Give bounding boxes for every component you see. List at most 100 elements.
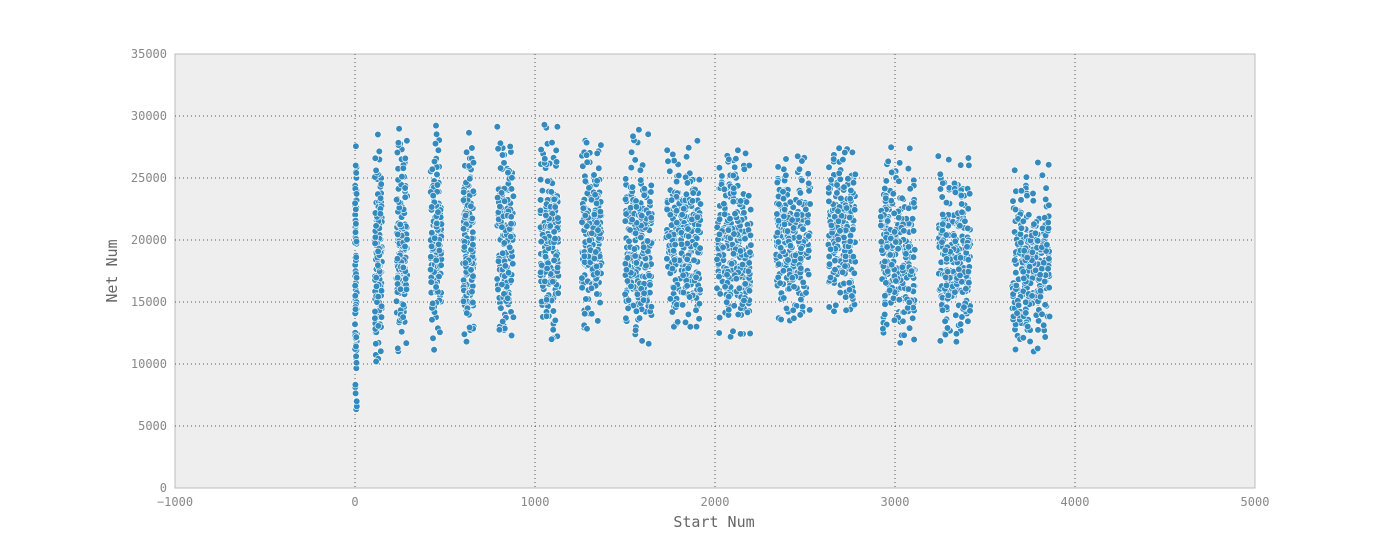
scatter-point <box>846 213 854 222</box>
scatter-point <box>1041 333 1049 341</box>
scatter-point <box>715 164 724 172</box>
scatter-point <box>399 263 407 272</box>
scatter-point <box>834 207 842 215</box>
scatter-point <box>462 211 470 220</box>
scatter-point <box>884 217 892 225</box>
scatter-point <box>690 256 698 264</box>
scatter-point <box>729 250 738 258</box>
y-tick-label: 25000 <box>131 171 167 185</box>
scatter-point <box>590 210 599 219</box>
scatter-point <box>831 257 839 265</box>
scatter-point <box>549 307 558 315</box>
scatter-point <box>747 206 755 214</box>
scatter-point <box>840 183 848 191</box>
x-tick-label: −1000 <box>157 495 193 509</box>
scatter-point <box>633 290 642 298</box>
y-tick-label: 0 <box>160 481 167 495</box>
scatter-point <box>667 196 676 204</box>
x-tick-label: 5000 <box>1241 495 1270 509</box>
scatter-point <box>678 301 687 309</box>
scatter-point <box>965 161 973 169</box>
scatter-point <box>672 193 681 201</box>
scatter-point <box>782 304 791 313</box>
scatter-point <box>966 190 974 198</box>
scatter-point <box>788 274 796 282</box>
scatter-point <box>498 151 507 159</box>
scatter-point <box>896 159 904 167</box>
scatter-point <box>469 187 477 195</box>
scatter-point <box>431 140 440 148</box>
scatter-point <box>494 257 503 265</box>
scatter-point <box>1034 158 1042 167</box>
scatter-point <box>1044 265 1052 273</box>
scatter-point <box>1022 309 1030 317</box>
scatter-point <box>695 176 703 184</box>
scatter-point <box>1017 239 1025 247</box>
scatter-point <box>684 232 693 240</box>
scatter-point <box>804 218 812 227</box>
scatter-point <box>499 249 507 257</box>
scatter-point <box>581 211 589 220</box>
scatter-point <box>460 243 469 251</box>
x-tick-label: 1000 <box>521 495 550 509</box>
scatter-point <box>428 242 436 250</box>
scatter-point <box>1040 259 1048 267</box>
scatter-point <box>745 287 754 295</box>
scatter-point <box>804 170 812 178</box>
scatter-point <box>351 381 360 389</box>
scatter-point <box>351 305 360 313</box>
scatter-point <box>963 243 971 251</box>
scatter-point <box>495 326 504 334</box>
scatter-point <box>506 243 514 251</box>
scatter-point <box>375 147 383 155</box>
scatter-point <box>744 267 753 275</box>
scatter-point <box>372 166 380 174</box>
scatter-point <box>638 212 646 220</box>
scatter-point <box>433 170 441 179</box>
scatter-point <box>459 297 468 306</box>
scatter-point <box>1028 248 1036 256</box>
scatter-point <box>736 330 745 338</box>
scatter-point <box>892 238 900 246</box>
scatter-point <box>724 226 733 234</box>
scatter-point <box>677 229 685 237</box>
scatter-point <box>628 216 636 224</box>
scatter-point <box>723 298 731 306</box>
scatter-point <box>399 313 407 321</box>
scatter-point <box>670 284 678 292</box>
scatter-point <box>632 307 641 315</box>
scatter-point <box>692 306 700 314</box>
scatter-point <box>786 242 795 250</box>
scatter-point <box>550 256 558 265</box>
scatter-point <box>841 148 849 157</box>
scatter-point <box>683 179 692 187</box>
scatter-point <box>1041 214 1049 222</box>
scatter-point <box>908 215 917 223</box>
scatter-point <box>536 176 545 184</box>
scatter-point <box>1025 211 1033 219</box>
scatter-point <box>1042 184 1050 192</box>
scatter-point <box>806 306 814 314</box>
scatter-point <box>645 271 653 280</box>
scatter-point <box>429 192 437 200</box>
scatter-point <box>638 337 646 345</box>
scatter-point <box>799 225 807 233</box>
scatter-point <box>696 244 704 252</box>
scatter-point <box>395 125 403 133</box>
scatter-point <box>845 279 853 287</box>
scatter-point <box>593 290 601 298</box>
scatter-point <box>666 295 674 303</box>
scatter-point <box>670 256 679 264</box>
scatter-point <box>466 323 474 332</box>
scatter-point <box>837 194 845 202</box>
scatter-point <box>798 176 806 184</box>
scatter-point <box>631 252 639 260</box>
scatter-point <box>668 308 676 316</box>
scatter-point <box>352 205 360 213</box>
scatter-point <box>428 165 436 173</box>
scatter-point <box>590 171 598 179</box>
scatter-point <box>1029 197 1037 205</box>
scatter-point <box>401 242 409 251</box>
scatter-point <box>887 143 895 151</box>
